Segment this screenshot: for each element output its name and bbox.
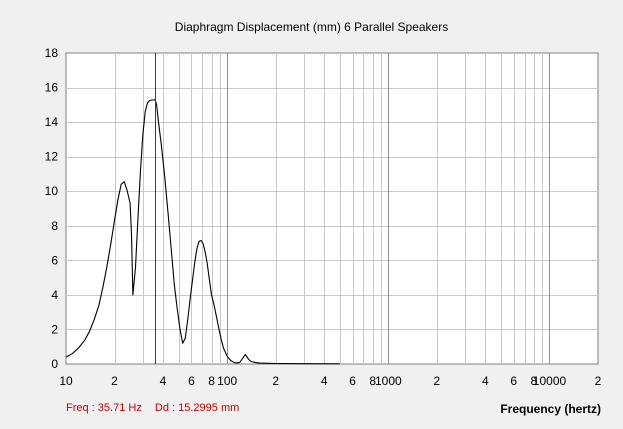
frequency-readout: Freq : 35.71 Hz	[66, 402, 142, 414]
x-tick-label: 10	[59, 374, 73, 388]
y-tick-label: 16	[45, 81, 59, 95]
y-tick-label: 2	[51, 322, 58, 336]
x-tick-label: 2	[272, 374, 279, 388]
y-tick-label: 6	[51, 253, 58, 267]
y-tick-label: 14	[45, 115, 59, 129]
y-tick-label: 8	[51, 219, 58, 233]
y-tick-label: 10	[45, 184, 59, 198]
x-tick-label: 6	[188, 374, 195, 388]
y-tick-label: 0	[51, 357, 58, 371]
displacement-curve	[65, 99, 340, 365]
x-tick-label: 8	[208, 374, 215, 388]
x-tick-label: 8	[531, 374, 538, 388]
displacement-readout: Dd : 15.2995 mm	[154, 402, 240, 414]
x-tick-label: 4	[321, 374, 328, 388]
x-tick-label: 2	[595, 374, 602, 388]
cursor-readout: Freq : 35.71 Hz Dd : 15.2995 mm	[66, 402, 239, 414]
plot-area[interactable]	[65, 52, 599, 365]
y-tick-label: 18	[45, 46, 59, 60]
x-tick-label: 2	[111, 374, 118, 388]
y-tick-label: 12	[45, 150, 59, 164]
y-tick-label: 4	[51, 288, 58, 302]
grid-lines	[66, 53, 598, 364]
chart-title: Diaphragm Displacement (mm) 6 Parallel S…	[174, 20, 449, 34]
x-tick-label: 100	[217, 374, 237, 388]
x-tick-label: 2	[433, 374, 440, 388]
x-tick-label: 10000	[533, 374, 567, 388]
y-axis-tick-labels: 0 2 4 6 8 10 12 14 16 18	[45, 46, 59, 371]
x-tick-label: 6	[349, 374, 356, 388]
x-tick-label: 4	[160, 374, 167, 388]
x-tick-label: 1000	[375, 374, 402, 388]
x-tick-label: 4	[482, 374, 489, 388]
series-layer	[65, 99, 340, 365]
x-axis-label: Frequency (hertz)	[500, 402, 601, 416]
x-tick-label: 6	[510, 374, 517, 388]
x-tick-label: 8	[369, 374, 376, 388]
